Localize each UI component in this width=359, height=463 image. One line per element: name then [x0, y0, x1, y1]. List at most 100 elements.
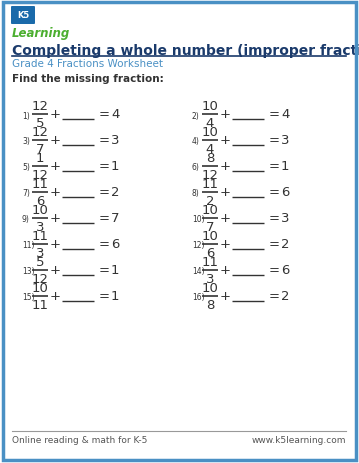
Text: 6: 6: [111, 238, 120, 251]
Text: 6: 6: [281, 264, 289, 277]
Text: 6: 6: [281, 186, 289, 199]
Text: 5): 5): [22, 163, 30, 172]
Text: K5: K5: [17, 12, 29, 20]
Text: 8: 8: [206, 152, 214, 165]
Text: 7: 7: [206, 220, 214, 233]
Text: 11: 11: [32, 298, 48, 311]
Text: 10: 10: [201, 126, 218, 139]
Text: =: =: [269, 108, 280, 121]
Text: +: +: [219, 108, 230, 121]
Text: 4: 4: [206, 117, 214, 130]
Text: 10: 10: [201, 204, 218, 217]
Text: 13): 13): [22, 267, 34, 276]
Text: =: =: [99, 160, 110, 173]
Text: 12: 12: [201, 169, 219, 181]
Text: Completing a whole number (improper fractions): Completing a whole number (improper frac…: [12, 44, 359, 58]
Text: 2: 2: [111, 186, 120, 199]
Text: 10: 10: [201, 100, 218, 113]
Text: 2: 2: [206, 194, 214, 207]
Text: 10: 10: [201, 282, 218, 294]
Text: =: =: [269, 264, 280, 277]
Text: =: =: [99, 212, 110, 225]
Text: +: +: [50, 134, 61, 147]
Text: 11: 11: [32, 230, 48, 243]
Text: 8): 8): [192, 189, 200, 198]
Text: 12: 12: [32, 272, 48, 285]
Text: 4): 4): [192, 137, 200, 146]
Text: 12: 12: [32, 126, 48, 139]
Text: 6: 6: [206, 246, 214, 259]
FancyBboxPatch shape: [11, 7, 35, 25]
Text: 14): 14): [192, 267, 205, 276]
Text: 12: 12: [32, 169, 48, 181]
Text: +: +: [219, 186, 230, 199]
Text: +: +: [219, 290, 230, 303]
Text: 5: 5: [36, 117, 44, 130]
Text: 15): 15): [22, 293, 34, 302]
Text: 3: 3: [206, 272, 214, 285]
Text: 1: 1: [281, 160, 289, 173]
Text: +: +: [219, 238, 230, 251]
Text: 3: 3: [36, 220, 44, 233]
Text: +: +: [50, 160, 61, 173]
Text: 2: 2: [281, 290, 289, 303]
Text: 9): 9): [22, 215, 30, 224]
Text: 3): 3): [22, 137, 30, 146]
Text: 7): 7): [22, 189, 30, 198]
Text: =: =: [99, 108, 110, 121]
Text: 1): 1): [22, 111, 30, 120]
Text: 3: 3: [36, 246, 44, 259]
Text: 12): 12): [192, 241, 205, 250]
Text: =: =: [99, 290, 110, 303]
Text: =: =: [99, 238, 110, 251]
Text: +: +: [50, 264, 61, 277]
Text: 4: 4: [206, 143, 214, 156]
Text: www.k5learning.com: www.k5learning.com: [252, 435, 346, 444]
Text: =: =: [99, 264, 110, 277]
Text: +: +: [50, 238, 61, 251]
Text: +: +: [50, 290, 61, 303]
Text: 2): 2): [192, 111, 200, 120]
Text: +: +: [50, 212, 61, 225]
Text: 1: 1: [111, 290, 120, 303]
Text: 3: 3: [281, 212, 289, 225]
Text: +: +: [50, 186, 61, 199]
Text: =: =: [99, 186, 110, 199]
Text: +: +: [219, 134, 230, 147]
Text: +: +: [219, 212, 230, 225]
Text: 1: 1: [111, 264, 120, 277]
Text: 11): 11): [22, 241, 34, 250]
Text: 11: 11: [201, 256, 219, 269]
Text: =: =: [269, 212, 280, 225]
Text: 16): 16): [192, 293, 205, 302]
Text: 4: 4: [111, 108, 120, 121]
Text: 12: 12: [32, 100, 48, 113]
Text: 1: 1: [36, 152, 44, 165]
Text: Online reading & math for K-5: Online reading & math for K-5: [12, 435, 148, 444]
Text: +: +: [50, 108, 61, 121]
Text: 10): 10): [192, 215, 205, 224]
Text: =: =: [269, 290, 280, 303]
Text: =: =: [269, 160, 280, 173]
Text: 7: 7: [36, 143, 44, 156]
Text: 6: 6: [36, 194, 44, 207]
Text: 3: 3: [111, 134, 120, 147]
Text: 4: 4: [281, 108, 289, 121]
Text: 11: 11: [201, 178, 219, 191]
Text: 3: 3: [281, 134, 289, 147]
Text: +: +: [219, 264, 230, 277]
Text: 7: 7: [111, 212, 120, 225]
Text: 2: 2: [281, 238, 289, 251]
Text: =: =: [269, 238, 280, 251]
Text: 10: 10: [32, 282, 48, 294]
Text: +: +: [219, 160, 230, 173]
Text: Learning: Learning: [12, 27, 70, 40]
Text: 10: 10: [32, 204, 48, 217]
Text: =: =: [269, 186, 280, 199]
Text: =: =: [99, 134, 110, 147]
Text: 1: 1: [111, 160, 120, 173]
Text: 6): 6): [192, 163, 200, 172]
Text: 10: 10: [201, 230, 218, 243]
Text: 11: 11: [32, 178, 48, 191]
Text: =: =: [269, 134, 280, 147]
